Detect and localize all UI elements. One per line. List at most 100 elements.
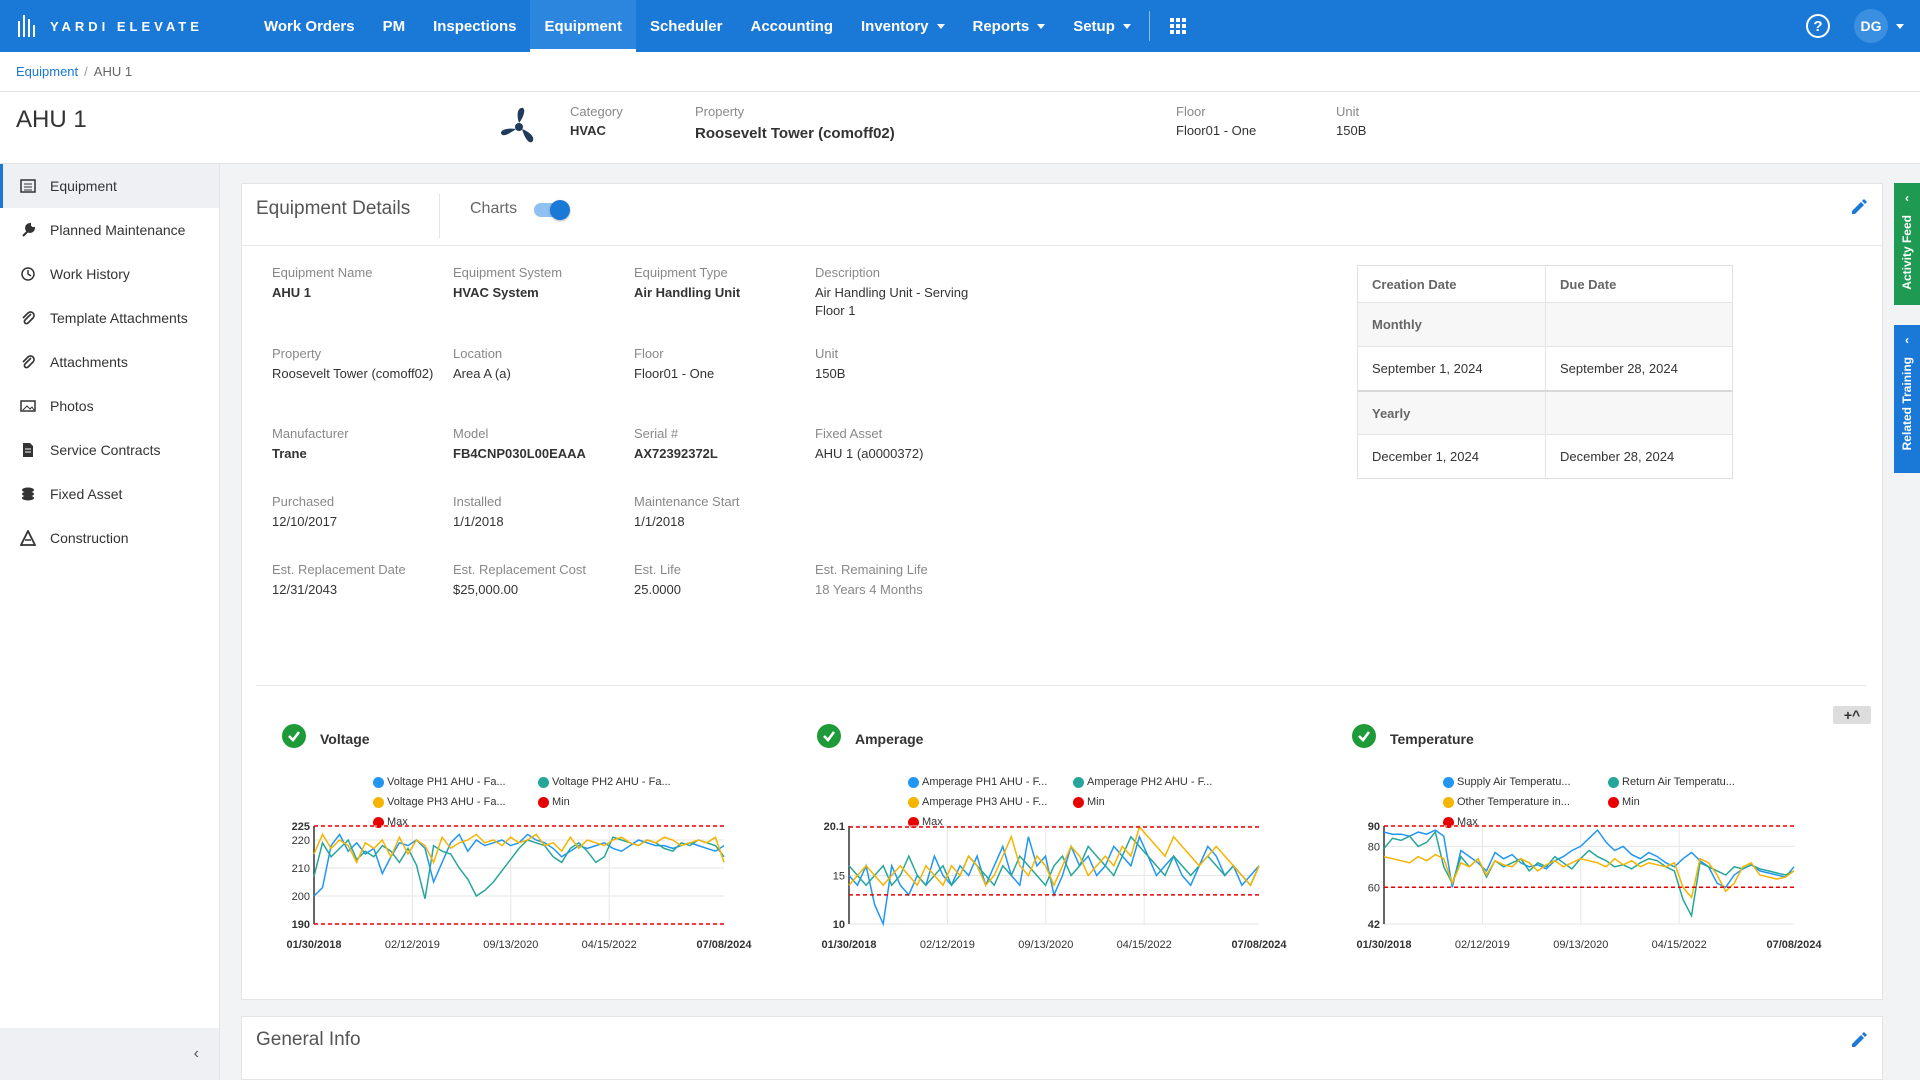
sidebar-item-work-history[interactable]: Work History	[0, 252, 219, 296]
chart-amperage: Amperage Amperage PH1 AHU - F... Amperage …	[777, 724, 1297, 994]
legend-swatch	[1443, 776, 1454, 788]
dates-group-name: Yearly	[1372, 405, 1411, 421]
legend-item[interactable]: Min	[1608, 792, 1773, 812]
nav-item-work-orders[interactable]: Work Orders	[250, 0, 369, 52]
y-tick-label: 200	[292, 891, 310, 903]
sidebar-item-service-contracts[interactable]: Service Contracts	[0, 428, 219, 472]
nav-item-inventory[interactable]: Inventory	[847, 0, 959, 52]
nav-item-inspections[interactable]: Inspections	[419, 0, 530, 52]
logo-text: YARDI ELEVATE	[50, 18, 203, 34]
charts-toggle[interactable]	[534, 200, 570, 220]
sidebar-item-photos[interactable]: Photos	[0, 384, 219, 428]
legend-item[interactable]: Max	[1443, 812, 1608, 832]
field-value: Area A (a)	[453, 366, 511, 381]
user-menu-chevron-icon[interactable]	[1896, 23, 1904, 29]
chart-plot: 20.1 15 10 01/30/2018 02/12/2019 09/13/2020 04…	[821, 821, 1287, 950]
nav-item-pm[interactable]: PM	[369, 0, 420, 52]
field-label: Est. Life	[634, 562, 681, 577]
header-property: Property Roosevelt Tower (comoff02)	[695, 104, 895, 142]
field-floor: Floor Floor01 - One	[634, 346, 809, 383]
legend-item[interactable]: Voltage PH2 AHU - Fa...	[538, 772, 703, 792]
nav-item-label: Accounting	[750, 17, 833, 35]
nav-item-scheduler[interactable]: Scheduler	[636, 0, 737, 52]
sidebar-item-equipment[interactable]: Equipment	[0, 164, 219, 208]
nav-item-label: PM	[382, 17, 406, 35]
legend-label: Return Air Temperatu...	[1622, 776, 1735, 788]
chevron-down-icon	[1037, 23, 1046, 29]
legend-item[interactable]: Min	[538, 792, 703, 812]
charts-toggle-label: Charts	[470, 200, 518, 217]
dates-group-empty	[1545, 303, 1732, 346]
card-header: Equipment Details Charts	[242, 184, 1882, 246]
related-training-tab[interactable]: ‹ Related Training	[1894, 325, 1920, 473]
header-unit: Unit 150B	[1336, 104, 1366, 138]
nav-item-equipment[interactable]: Equipment	[530, 0, 636, 52]
sidebar-item-attachments[interactable]: Attachments	[0, 340, 219, 384]
edit-pencil-icon[interactable]	[1850, 198, 1868, 216]
nav-item-label: Equipment	[544, 17, 622, 35]
floor-label: Floor	[1176, 104, 1206, 119]
field-unit: Unit 150B	[815, 346, 990, 383]
field-label: Description	[815, 265, 881, 280]
field-label: Model	[453, 426, 489, 441]
legend-item[interactable]: Max	[373, 812, 538, 832]
legend-item[interactable]: Amperage PH2 AHU - F...	[1073, 772, 1238, 792]
legend-label: Max	[922, 816, 943, 828]
nav-item-label: Inspections	[433, 17, 517, 35]
legend-item[interactable]: Return Air Temperatu...	[1608, 772, 1773, 792]
legend-swatch	[1608, 776, 1619, 788]
breadcrumb-separator: /	[84, 64, 88, 79]
creation-date-cell: December 1, 2024	[1372, 449, 1479, 464]
apps-grid-icon[interactable]	[1154, 18, 1202, 34]
help-icon[interactable]: ?	[1806, 14, 1830, 38]
nav-item-accounting[interactable]: Accounting	[736, 0, 847, 52]
expand-collapse-control[interactable]: +^	[1833, 706, 1871, 724]
sidebar-collapse-button[interactable]: ‹	[0, 1028, 219, 1080]
x-tick-label: 07/08/2024	[1231, 939, 1287, 950]
yardi-logo[interactable]: YARDI ELEVATE	[0, 15, 250, 37]
header-divider	[439, 194, 440, 238]
legend-item[interactable]: Supply Air Temperatu...	[1443, 772, 1608, 792]
chevron-down-icon	[936, 23, 945, 29]
sidebar-item-construction[interactable]: Construction	[0, 516, 219, 560]
field-serial: Serial # AX72392372L	[634, 426, 809, 463]
x-tick-label: 04/15/2022	[1117, 939, 1172, 950]
field-label: Maintenance Start	[634, 494, 740, 509]
nav-item-label: Reports	[972, 17, 1030, 35]
sidebar-item-template-attachments[interactable]: Template Attachments	[0, 296, 219, 340]
sidebar-item-planned-maintenance[interactable]: Planned Maintenance	[0, 208, 219, 252]
breadcrumb-equipment-link[interactable]: Equipment	[16, 64, 79, 79]
legend-item[interactable]: Min	[1073, 792, 1238, 812]
edit-pencil-icon[interactable]	[1850, 1031, 1868, 1049]
legend-item[interactable]: Amperage PH3 AHU - F...	[908, 792, 1073, 812]
status-check-icon	[282, 724, 306, 748]
y-tick-label: 190	[292, 919, 310, 931]
logo-icon	[18, 15, 35, 37]
image-icon	[20, 398, 36, 414]
field-property: Property Roosevelt Tower (comoff02)	[272, 346, 447, 383]
coins-icon	[20, 486, 36, 502]
sidebar-item-fixed-asset[interactable]: Fixed Asset	[0, 472, 219, 516]
chart-voltage: Voltage Voltage PH1 AHU - Fa... Voltage PH…	[242, 724, 762, 994]
legend-item[interactable]: Other Temperature in...	[1443, 792, 1608, 812]
field-label: Installed	[453, 494, 502, 509]
activity-feed-tab[interactable]: ‹ Activity Feed	[1894, 183, 1920, 305]
legend-label: Max	[387, 816, 408, 828]
legend-item[interactable]: Max	[908, 812, 1073, 832]
legend-label: Voltage PH3 AHU - Fa...	[387, 796, 506, 808]
legend-item[interactable]: Voltage PH1 AHU - Fa...	[373, 772, 538, 792]
y-tick-label: 42	[1368, 919, 1380, 931]
series-line-other-temperature-in	[1383, 853, 1795, 900]
nav-item-reports[interactable]: Reports	[959, 0, 1060, 52]
field-label: Est. Remaining Life	[815, 562, 928, 577]
user-avatar[interactable]: DG	[1854, 9, 1888, 43]
legend-item[interactable]: Voltage PH3 AHU - Fa...	[373, 792, 538, 812]
legend-label: Voltage PH2 AHU - Fa...	[552, 776, 671, 788]
general-info-title: General Info	[256, 1029, 361, 1050]
category-label: Category	[570, 104, 623, 119]
legend-item[interactable]: Amperage PH1 AHU - F...	[908, 772, 1073, 792]
chevron-left-icon: ‹	[1905, 333, 1909, 347]
nav-menu: Work Orders PM Inspections Equipment Schedul…	[250, 0, 1145, 52]
nav-item-setup[interactable]: Setup	[1059, 0, 1145, 52]
field-value: 25.0000	[634, 582, 681, 597]
